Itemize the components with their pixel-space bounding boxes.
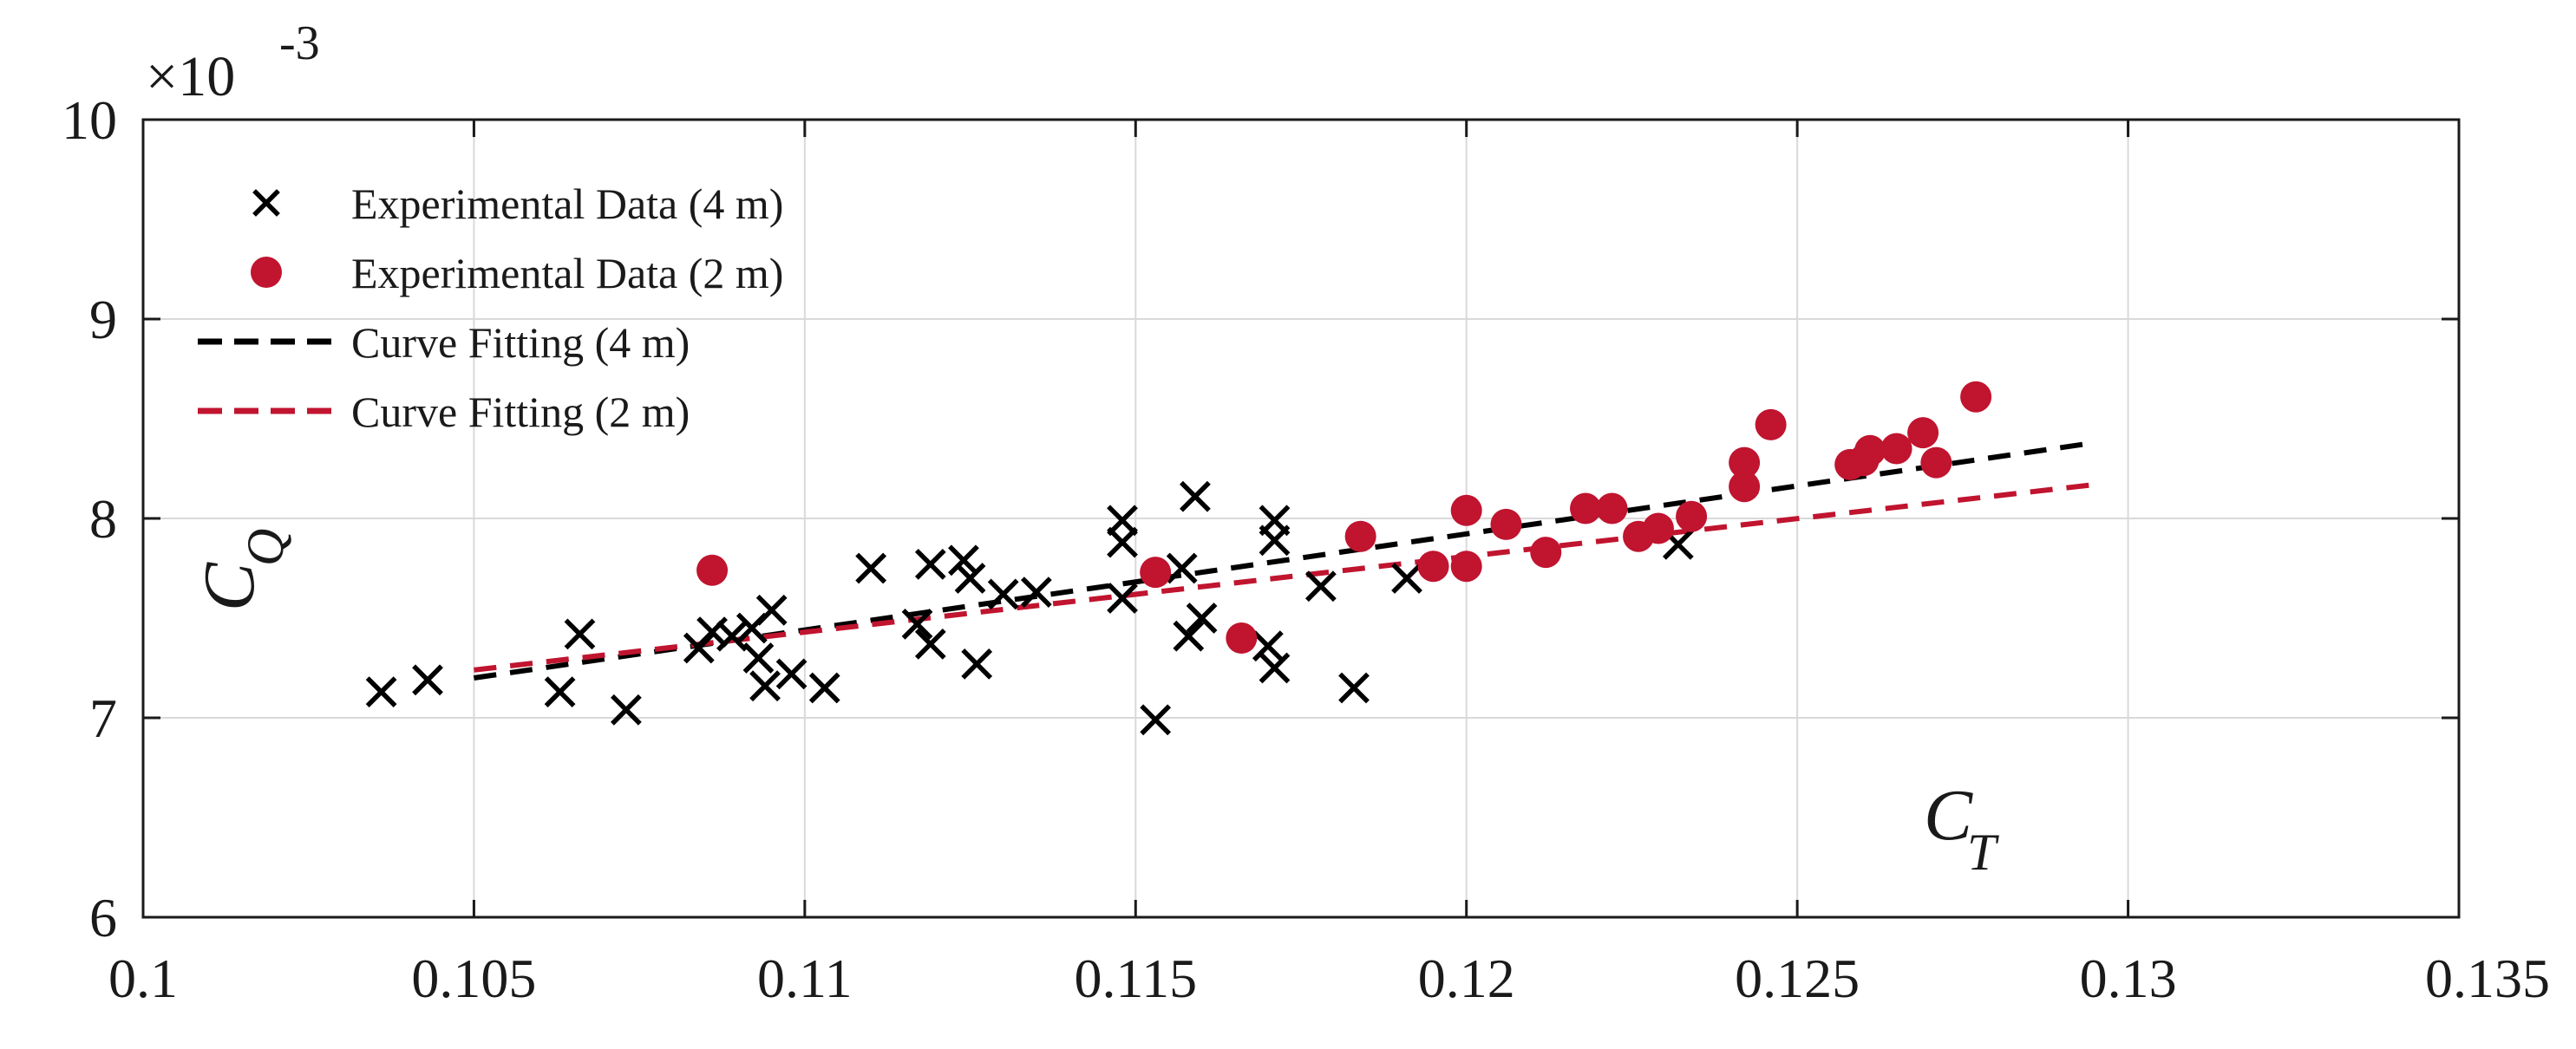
data-point-circle [1570, 492, 1602, 524]
data-point-x [412, 664, 443, 696]
data-point-x [755, 594, 788, 626]
legend: Experimental Data (4 m) Experimental Data… [198, 179, 783, 436]
data-point-circle [1920, 446, 1952, 479]
data-point-x [564, 618, 596, 650]
data-point-x [1391, 563, 1422, 594]
data-point-x [1259, 524, 1291, 557]
data-point-circle [1490, 508, 1522, 540]
data-point-x [855, 552, 887, 584]
x-axis-label: C [1924, 775, 1973, 856]
y-axis-label: C [189, 562, 270, 611]
data-point-circle [1854, 434, 1886, 466]
data-point-x [1186, 603, 1218, 634]
data-point-x [365, 676, 397, 707]
data-point-circle [1450, 551, 1482, 583]
legend-marker-circle [251, 257, 282, 288]
y-tick-label: 7 [89, 687, 117, 749]
axis-ticks: 0.1 0.105 0.11 0.115 0.12 0.125 0.13 0.135 6 7 8 9 1… [62, 89, 2550, 1009]
grid [143, 120, 2459, 917]
legend-label: Experimental Data (2 m) [351, 249, 783, 297]
data-point-circle [696, 554, 729, 586]
data-point-circle [1729, 446, 1761, 479]
data-point-x [1107, 526, 1138, 558]
data-point-circle [1530, 537, 1562, 569]
data-point-x [775, 658, 807, 690]
data-point-circle [1676, 500, 1708, 532]
data-point-circle [1140, 557, 1172, 589]
legend-marker-x [252, 189, 280, 217]
data-point-circle [1755, 408, 1787, 440]
legend-label: Experimental Data (4 m) [351, 179, 783, 228]
data-point-circle [1907, 417, 1939, 449]
data-point-x [1140, 704, 1172, 736]
data-point-x [1173, 620, 1205, 652]
data-point-x [716, 620, 748, 652]
data-point-x [610, 694, 642, 726]
y-axis-label-group: CQ [189, 529, 294, 611]
x-tick-label: 0.115 [1074, 948, 1197, 1009]
y-exponent-power: -3 [279, 16, 320, 70]
data-point-x [1252, 630, 1284, 662]
data-point-x [1259, 652, 1291, 684]
data-point-x [914, 629, 946, 660]
data-point-x [1259, 505, 1291, 537]
y-tick-label: 9 [89, 289, 117, 350]
data-point-x [948, 544, 979, 577]
data-point-x [914, 549, 946, 580]
x-tick-label: 0.105 [411, 948, 536, 1009]
y-tick-label: 8 [89, 488, 117, 550]
data-point-circle [1880, 433, 1912, 465]
x-tick-label: 0.13 [2080, 948, 2177, 1009]
y-tick-label: 10 [62, 89, 117, 151]
data-point-x [1338, 672, 1370, 704]
y-axis-label-sub: Q [237, 529, 294, 566]
data-point-x [1020, 577, 1052, 608]
x-tick-label: 0.1 [108, 948, 178, 1009]
data-point-x [901, 609, 933, 640]
data-point-circle [1344, 520, 1376, 552]
data-point-x [749, 670, 781, 702]
x-axis-label-sub: T [1967, 824, 1999, 881]
data-point-x [954, 563, 986, 594]
data-point-x [961, 648, 993, 680]
data-point-x [1305, 570, 1337, 603]
data-point-circle [1417, 551, 1449, 583]
x-tick-label: 0.135 [2425, 948, 2550, 1009]
data-point-circle [1226, 622, 1258, 654]
legend-label: Curve Fitting (4 m) [351, 318, 690, 367]
y-exponent-label: ×10 [146, 45, 235, 108]
data-point-x [808, 672, 840, 704]
data-point-circle [1596, 492, 1628, 524]
data-point-x [544, 676, 576, 707]
legend-label: Curve Fitting (2 m) [351, 388, 690, 436]
data-point-circle [1729, 471, 1761, 503]
data-point-x [742, 642, 775, 674]
x-tick-label: 0.11 [757, 948, 853, 1009]
data-point-circle [1642, 512, 1674, 544]
x-tick-label: 0.125 [1735, 948, 1860, 1009]
x-tick-label: 0.12 [1418, 948, 1515, 1009]
data-point-x [987, 578, 1019, 610]
data-point-x [1107, 505, 1138, 537]
y-tick-label: 6 [89, 887, 117, 948]
data-point-circle [1960, 381, 1992, 413]
data-point-x [1180, 480, 1211, 512]
data-markers [365, 381, 1992, 736]
data-point-x [1166, 552, 1198, 584]
data-point-circle [1450, 494, 1482, 526]
data-point-x [1107, 583, 1138, 614]
